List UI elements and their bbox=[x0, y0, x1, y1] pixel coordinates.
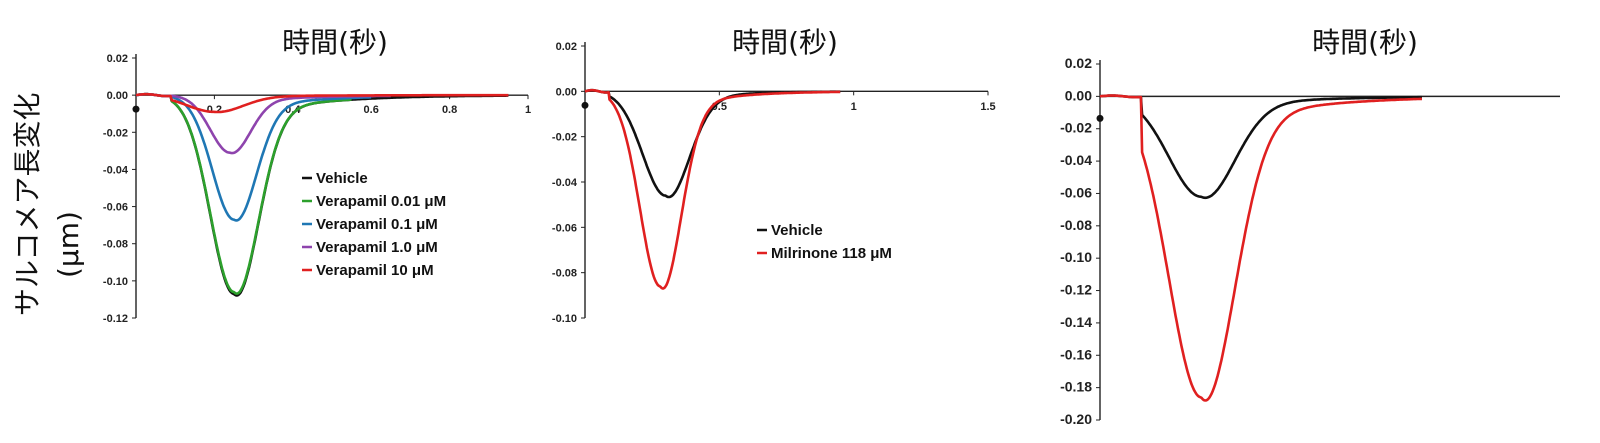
legend-label: Vehicle bbox=[771, 222, 823, 239]
chart-title: 時間(秒) bbox=[282, 26, 388, 59]
y-tick-label: -0.02 bbox=[103, 127, 128, 139]
series-line-2 bbox=[1099, 94, 1423, 402]
origin-dot bbox=[132, 105, 140, 113]
chart-title: 時間(秒) bbox=[732, 26, 838, 59]
x-tick-label: 0.8 bbox=[442, 104, 457, 116]
origin-dot bbox=[581, 101, 589, 109]
chart-title: 時間(秒) bbox=[1312, 26, 1418, 59]
y-tick-label: -0.06 bbox=[552, 222, 577, 234]
y-tick-label: -0.10 bbox=[1060, 249, 1092, 265]
y-tick-label: -0.08 bbox=[103, 239, 128, 251]
y-tick-label: -0.08 bbox=[1060, 217, 1092, 233]
chart-panel-2: 時間(秒)0.020.00-0.02-0.04-0.06-0.08-0.100.… bbox=[552, 26, 996, 325]
legend-label: Verapamil 0.01 μM bbox=[316, 193, 446, 210]
chart-panel-3: 時間(秒) 0.02 0.00 -0.02 -0.04 -0.06 -0.08 -0.10 -0… bbox=[1060, 26, 1560, 427]
y-tick-label: 0.00 bbox=[556, 86, 577, 98]
y-axis-label: サルコメア長変化 (μm) bbox=[6, 58, 90, 318]
y-tick-label: -0.10 bbox=[103, 276, 128, 288]
series-line-3 bbox=[135, 92, 372, 222]
y-tick-label: 0.00 bbox=[1065, 87, 1092, 103]
y-tick-label: -0.12 bbox=[103, 313, 128, 325]
x-tick-label: 0.2 bbox=[207, 104, 222, 116]
y-tick-label: 0.00 bbox=[107, 90, 128, 102]
y-tick-label: -0.04 bbox=[552, 177, 578, 189]
y-tick-label: 0.02 bbox=[1065, 55, 1092, 71]
legend-label: Verapamil 0.1 μM bbox=[316, 216, 438, 233]
y-tick-label: -0.16 bbox=[1060, 346, 1092, 362]
y-tick-label: -0.20 bbox=[1060, 411, 1092, 427]
y-tick-label: -0.02 bbox=[552, 132, 577, 144]
y-axis-label-line1: サルコメア長変化 bbox=[11, 92, 44, 316]
y-tick-label: -0.06 bbox=[103, 202, 128, 214]
y-tick-label: -0.12 bbox=[1060, 282, 1092, 298]
series-line-5 bbox=[135, 92, 509, 114]
y-tick-label: -0.08 bbox=[552, 268, 577, 280]
x-tick-label: 0.6 bbox=[364, 104, 379, 116]
y-tick-label: -0.04 bbox=[1060, 152, 1092, 168]
y-tick-label: -0.04 bbox=[103, 164, 129, 176]
x-tick-label: 1 bbox=[851, 101, 857, 113]
origin-dot bbox=[1096, 114, 1104, 122]
y-tick-label: -0.06 bbox=[1060, 184, 1092, 200]
legend-label: Verapamil 1.0 μM bbox=[316, 239, 438, 256]
y-tick-label: -0.02 bbox=[1060, 120, 1092, 136]
x-tick-label: 1.5 bbox=[980, 101, 995, 113]
y-axis-label-line2: (μm) bbox=[52, 211, 85, 278]
legend-label: Vehicle bbox=[316, 170, 368, 187]
series-line-2 bbox=[584, 88, 841, 290]
y-tick-label: -0.18 bbox=[1060, 379, 1092, 395]
chart-panel-1: 時間(秒) 0.02 0.00 -0.02 -0.04 -0.06 -0.08 -0.10 -0… bbox=[103, 26, 531, 325]
y-tick-label: -0.10 bbox=[552, 313, 577, 325]
y-tick-label: 0.02 bbox=[556, 41, 577, 53]
series-line-1 bbox=[1099, 94, 1423, 200]
y-tick-label: -0.14 bbox=[1060, 314, 1092, 330]
x-tick-label: 1 bbox=[525, 104, 531, 116]
legend-label: Verapamil 10 μM bbox=[316, 262, 434, 279]
y-tick-label: 0.02 bbox=[107, 53, 128, 65]
legend-label: Milrinone 118 μM bbox=[771, 245, 892, 262]
